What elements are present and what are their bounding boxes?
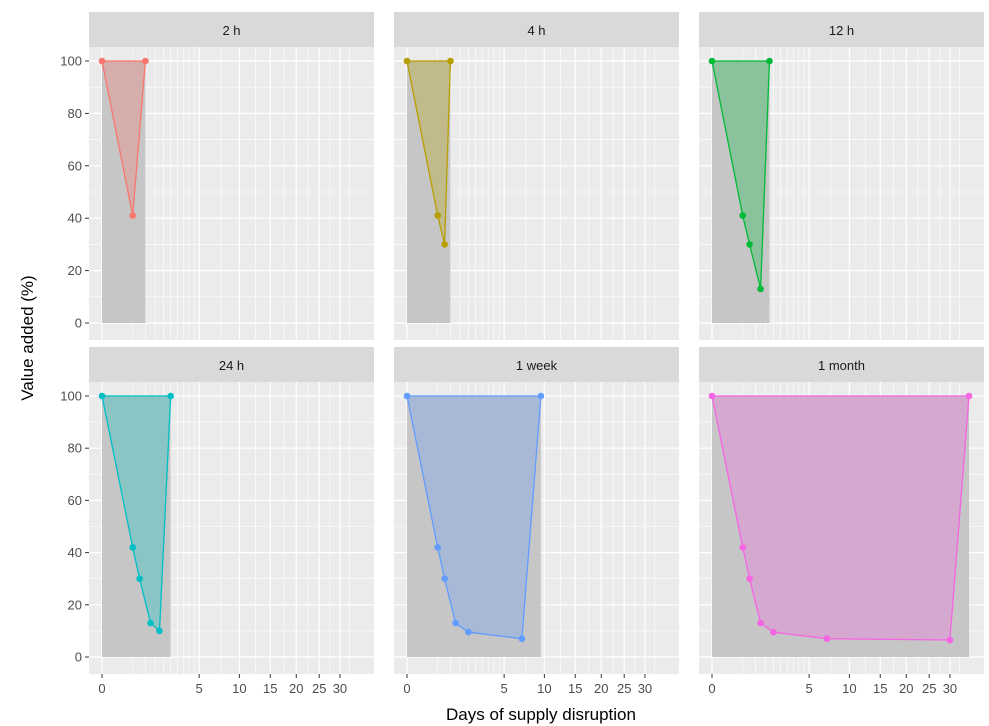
data-point — [136, 575, 143, 582]
y-tick-label: 0 — [75, 316, 82, 331]
data-point — [746, 575, 753, 582]
data-point — [739, 212, 747, 219]
facet-strip-label: 4 h — [527, 23, 545, 38]
series-area — [101, 60, 147, 217]
facet-strip-label: 1 month — [818, 358, 865, 373]
x-tick-label: 25 — [617, 681, 631, 696]
x-tick-label: 5 — [806, 681, 813, 696]
data-point — [770, 628, 777, 636]
shaded-region — [102, 61, 146, 323]
facet-panel: 12 h — [699, 12, 984, 340]
data-point — [537, 392, 545, 400]
facet-strip — [699, 12, 984, 47]
x-tick-label: 30 — [943, 681, 957, 696]
x-tick-label: 25 — [312, 681, 326, 696]
data-point — [98, 57, 106, 65]
data-point — [142, 57, 149, 65]
data-point — [441, 241, 448, 248]
y-tick-label: 100 — [60, 389, 82, 404]
x-tick-label: 25 — [922, 681, 936, 696]
y-tick-label: 40 — [68, 545, 82, 560]
facet-strip-label: 1 week — [516, 358, 558, 373]
shaded-region — [712, 396, 969, 657]
data-point — [708, 57, 716, 65]
data-point — [447, 57, 454, 65]
data-point — [434, 544, 442, 551]
data-point — [441, 575, 448, 582]
x-tick-label: 10 — [232, 681, 246, 696]
data-point — [167, 392, 174, 400]
data-point — [823, 635, 831, 643]
facet-panel: 1 month 0 5 10 15 20 25 30 — [699, 347, 984, 696]
facet-strip-label: 24 h — [219, 358, 244, 373]
facet-panel: 24 h 0 20 40 60 80 100 0 5 10 15 20 25 30 — [60, 347, 374, 696]
y-tick-label: 80 — [68, 106, 82, 121]
data-point — [465, 628, 472, 636]
x-tick-label: 10 — [842, 681, 856, 696]
shaded-region — [407, 61, 451, 323]
series-area — [406, 395, 542, 640]
facet-strip — [394, 347, 679, 382]
data-point — [757, 285, 764, 293]
x-tick-label: 15 — [263, 681, 277, 696]
y-tick-label: 0 — [75, 650, 82, 665]
y-tick-label: 20 — [68, 597, 82, 612]
x-tick-label: 0 — [708, 681, 715, 696]
data-point — [518, 635, 526, 643]
shaded-region — [407, 396, 541, 657]
y-tick-label: 80 — [68, 441, 82, 456]
facet-strip — [394, 12, 679, 47]
x-tick-label: 20 — [594, 681, 608, 696]
facet-strip-label: 12 h — [829, 23, 854, 38]
y-tick-label: 20 — [68, 263, 82, 278]
y-tick-label: 100 — [60, 54, 82, 69]
series-area — [711, 60, 771, 290]
x-tick-label: 5 — [501, 681, 508, 696]
x-tick-label: 10 — [537, 681, 551, 696]
x-tick-label: 0 — [98, 681, 105, 696]
data-point — [757, 619, 764, 627]
data-point — [129, 212, 137, 219]
y-axis-title: Value added (%) — [18, 275, 37, 400]
data-point — [746, 241, 753, 248]
facet-panel: 2 h 0 20 40 60 80 100 — [60, 12, 374, 340]
facet-strip — [89, 12, 374, 47]
data-point — [129, 544, 137, 551]
data-point — [452, 619, 459, 627]
x-tick-label: 20 — [289, 681, 303, 696]
facet-panel: 1 week 0 5 10 15 20 25 30 — [394, 347, 679, 696]
data-point — [98, 392, 106, 400]
x-tick-label: 0 — [403, 681, 410, 696]
data-point — [946, 636, 954, 644]
x-tick-label: 30 — [333, 681, 347, 696]
y-tick-label: 60 — [68, 493, 82, 508]
data-point — [403, 392, 411, 400]
data-point — [965, 392, 973, 400]
x-tick-label: 15 — [873, 681, 887, 696]
facet-strip — [89, 347, 374, 382]
data-point — [403, 57, 411, 65]
facet-strip-label: 2 h — [222, 23, 240, 38]
facet-panel: 4 h — [394, 12, 679, 340]
shaded-region — [712, 61, 770, 323]
data-point — [739, 544, 747, 551]
x-axis-title: Days of supply disruption — [446, 705, 636, 724]
data-point — [766, 57, 773, 65]
data-point — [434, 212, 442, 219]
y-tick-label: 60 — [68, 158, 82, 173]
shaded-region — [102, 396, 171, 657]
x-tick-label: 15 — [568, 681, 582, 696]
x-tick-label: 30 — [638, 681, 652, 696]
x-tick-label: 5 — [196, 681, 203, 696]
y-tick-label: 40 — [68, 211, 82, 226]
data-point — [147, 619, 154, 627]
x-tick-label: 20 — [899, 681, 913, 696]
data-point — [708, 392, 716, 400]
data-point — [156, 627, 163, 635]
facet-strip — [699, 347, 984, 382]
